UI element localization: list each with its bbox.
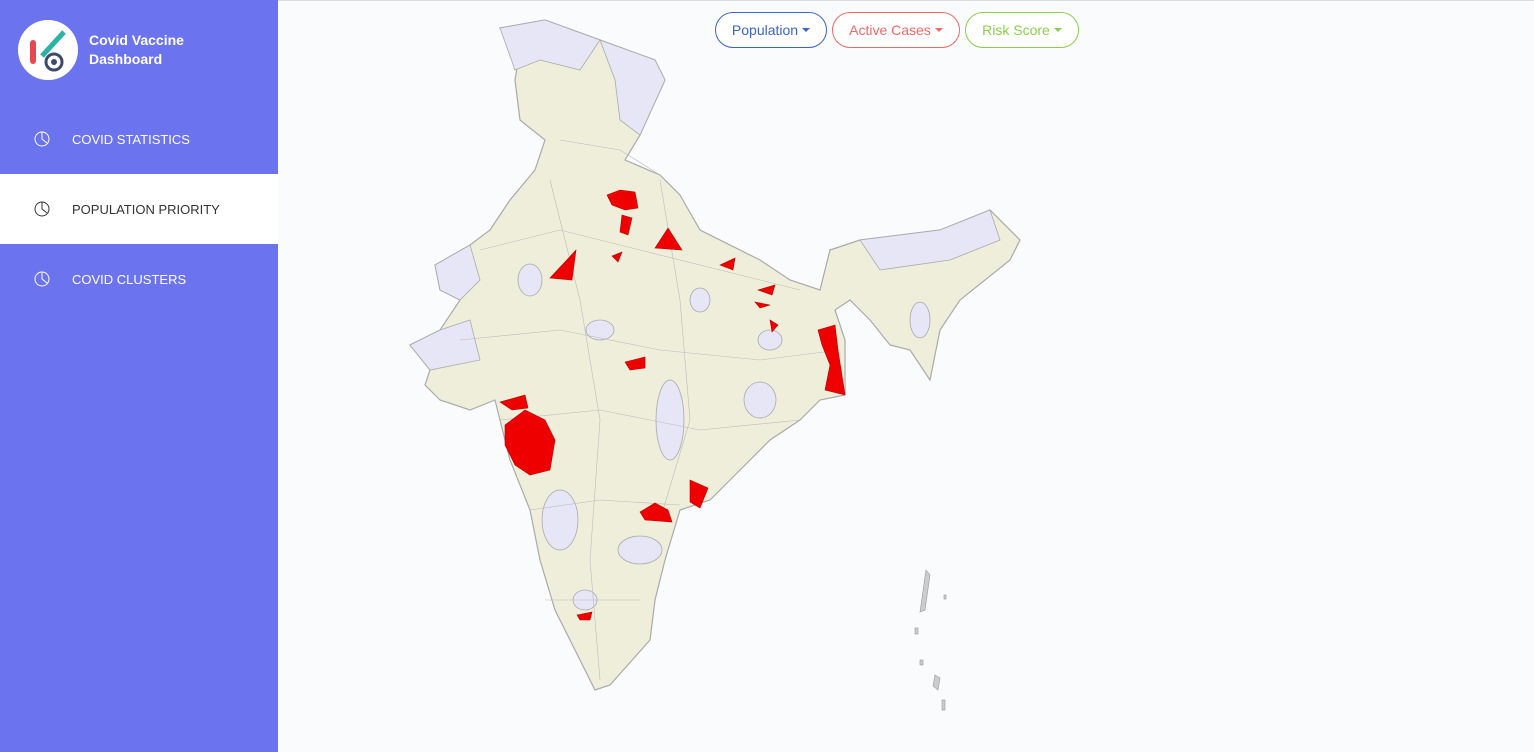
logo — [18, 20, 78, 80]
district-patches — [409, 19, 1001, 611]
brand: Covid Vaccine Dashboard — [18, 20, 199, 80]
button-label: Active Cases — [849, 22, 931, 38]
nav-label: POPULATION PRIORITY — [72, 201, 220, 217]
sidebar: Covid Vaccine Dashboard COVID STATISTICS… — [0, 0, 278, 752]
nav-icon — [34, 201, 50, 217]
top-border — [278, 0, 1534, 1]
caret — [934, 28, 943, 32]
caret — [802, 28, 811, 32]
button-label: Risk Score — [982, 22, 1050, 38]
nav-item[interactable]: COVID CLUSTERS — [0, 244, 278, 314]
caret — [1053, 28, 1062, 32]
population-button[interactable]: Population — [715, 12, 827, 48]
active-cases-button[interactable]: Active Cases — [832, 12, 960, 48]
button-label: Population — [731, 22, 799, 38]
nav-item[interactable]: POPULATION PRIORITY — [0, 174, 278, 244]
nav-icon — [34, 131, 50, 147]
nav-icon — [34, 271, 50, 287]
highlighted-districts — [499, 189, 846, 621]
brand-title: Covid Vaccine Dashboard — [89, 32, 184, 67]
country-outline — [409, 19, 1021, 691]
nav-label: COVID CLUSTERS — [72, 271, 187, 287]
nav-label: COVID STATISTICS — [72, 131, 190, 147]
islands — [914, 569, 947, 711]
risk-score-button[interactable]: Risk Score — [965, 12, 1079, 48]
nav-item[interactable]: COVID STATISTICS — [0, 104, 278, 174]
india-map — [409, 19, 1021, 711]
